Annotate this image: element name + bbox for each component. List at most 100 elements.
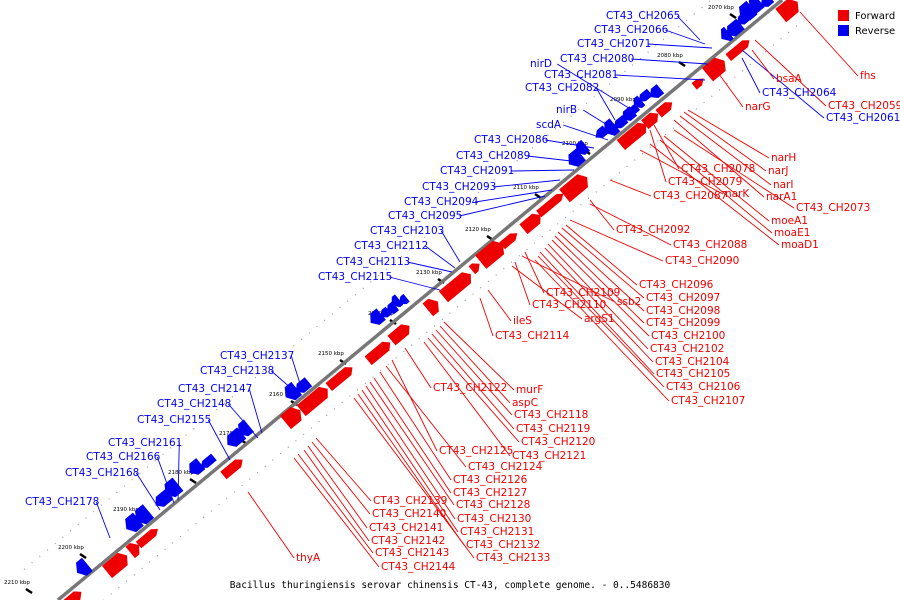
reverse-gene-label-leader [95, 501, 111, 539]
forward-gene-label-leader [663, 135, 770, 222]
forward-gene-label: moaD1 [781, 239, 819, 251]
forward-gene-label: CT43_CH2142 [371, 535, 445, 547]
reverse-gene-label-leader [556, 63, 633, 111]
forward-gene-label-leader [673, 129, 795, 209]
forward-gene-label-leader [589, 203, 672, 246]
tick-label: 2090 kbp [610, 97, 636, 103]
forward-gene-label: CT43_CH2114 [495, 330, 570, 342]
reverse-gene-label: CT43_CH2168 [65, 467, 139, 479]
reverse-gene-label: CT43_CH2080 [560, 53, 634, 65]
reverse-gene-label-leader [475, 189, 553, 203]
tick-label: 2080 kbp [657, 53, 683, 59]
forward-gene-arrow [387, 324, 410, 346]
forward-gene-label-leader [435, 329, 513, 416]
reverse-gene-label-leader [135, 472, 161, 511]
tick-label: 2160 kbp [269, 392, 295, 398]
forward-gene-label-leader [521, 255, 616, 303]
forward-gene-arrow [422, 298, 439, 317]
forward-gene-arrow [280, 407, 302, 430]
forward-gene-arrow [63, 591, 82, 600]
forward-gene-arrow [641, 112, 659, 130]
reverse-gene-arrow [164, 477, 184, 498]
forward-gene-label: CT43_CH2131 [460, 526, 534, 538]
forward-gene-label-leader [293, 457, 380, 568]
reverse-gene-label-leader [459, 195, 546, 217]
reverse-gene-label-leader [440, 230, 461, 263]
forward-gene-label-leader [551, 239, 650, 337]
reverse-gene-label: CT43_CH2081 [544, 69, 618, 81]
forward-gene-label-leader [687, 109, 770, 159]
reverse-gene-label: CT43_CH2089 [456, 150, 530, 162]
tick-label: 2150 kbp [318, 351, 344, 357]
reverse-gene-label-leader [665, 29, 706, 45]
forward-gene-label: narH [771, 152, 796, 164]
forward-gene-arrow [536, 193, 564, 218]
forward-gene-label: narI [773, 179, 794, 191]
forward-gene-label: CT43_CH2130 [457, 513, 531, 525]
forward-gene-label: CT43_CH2120 [521, 436, 595, 448]
reverse-gene-label: CT43_CH2166 [86, 451, 161, 463]
forward-gene-arrow [438, 272, 471, 303]
forward-gene-label: CT43_CH2106 [666, 381, 741, 393]
reverse-gene-label: nirD [530, 58, 552, 70]
forward-gene-label: CT43_CH2098 [646, 305, 720, 317]
forward-gene-arrow [102, 552, 128, 579]
reverse-gene-arrow [189, 458, 206, 475]
reverse-gene-label: CT43_CH2161 [108, 437, 182, 449]
reverse-gene-label-leader [595, 87, 616, 121]
reverse-gene-arrow [727, 18, 745, 37]
reverse-gene-label: CT43_CH2112 [354, 240, 428, 252]
reverse-gene-arrow [650, 84, 665, 98]
forward-gene-label: CT43_CH2143 [375, 547, 449, 559]
reverse-gene-arrow [568, 148, 586, 167]
reverse-gene-label-leader [271, 370, 301, 397]
forward-gene-label-leader [679, 115, 772, 186]
forward-gene-label: ssb2 [617, 296, 641, 308]
forward-gene-label-leader [649, 129, 667, 183]
forward-gene-label-leader [653, 124, 680, 170]
reverse-gene-label-leader [563, 124, 609, 141]
genome-caption: Bacillus thuringiensis serovar chinensis… [230, 580, 671, 591]
reverse-gene-label: CT43_CH2137 [220, 350, 294, 362]
reverse-gene-label-leader [582, 109, 613, 129]
forward-gene-label-leader [751, 49, 775, 80]
reverse-gene-arrow [399, 293, 410, 305]
reverse-gene-label: CT43_CH2095 [388, 210, 462, 222]
forward-gene-label-leader [303, 449, 370, 542]
tick-label: 2180 kbp [168, 470, 194, 476]
forward-gene-label-leader [307, 445, 368, 529]
tick-label: 2190 kbp [113, 507, 139, 513]
forward-gene-label-leader [609, 179, 652, 197]
reverse-gene-label: CT43_CH2138 [200, 365, 274, 377]
forward-gene-label: CT43_CH2102 [650, 343, 724, 355]
reverse-gene-label: CT43_CH2091 [440, 165, 514, 177]
reverse-gene-label: CT43_CH2066 [594, 24, 669, 36]
forward-gene-label: CT43_CH2090 [665, 255, 739, 267]
tick-mark [189, 477, 197, 485]
reverse-gene-label: CT43_CH2093 [422, 181, 496, 193]
legend-forward-swatch [838, 10, 849, 21]
forward-gene-label: narA1 [766, 191, 797, 203]
forward-gene-label: thyA [296, 552, 321, 564]
tick-label: 2120 kbp [465, 227, 491, 233]
forward-gene-arrow [559, 174, 588, 203]
forward-gene-label: moaE1 [774, 227, 810, 239]
forward-gene-label-leader [357, 393, 465, 546]
forward-gene-label-leader [297, 453, 374, 554]
reverse-gene-label-leader [248, 388, 263, 434]
legend-forward-label: Forward [855, 11, 895, 22]
forward-gene-label-leader [443, 321, 515, 391]
forward-gene-label-leader [554, 235, 645, 324]
tick-mark [678, 60, 686, 68]
reverse-gene-label: CT43_CH2071 [577, 38, 651, 50]
forward-gene-label-leader [315, 437, 372, 502]
forward-gene-label: CT43_CH2079 [668, 176, 742, 188]
reverse-gene-label-leader [207, 419, 231, 461]
forward-gene-label-leader [361, 389, 459, 533]
forward-gene-label-leader [649, 143, 780, 246]
forward-gene-label-leader [487, 289, 512, 322]
legend-reverse-swatch [838, 25, 849, 36]
forward-gene-label: CT43_CH2109 [546, 287, 620, 299]
reverse-gene-arrow [739, 0, 758, 21]
